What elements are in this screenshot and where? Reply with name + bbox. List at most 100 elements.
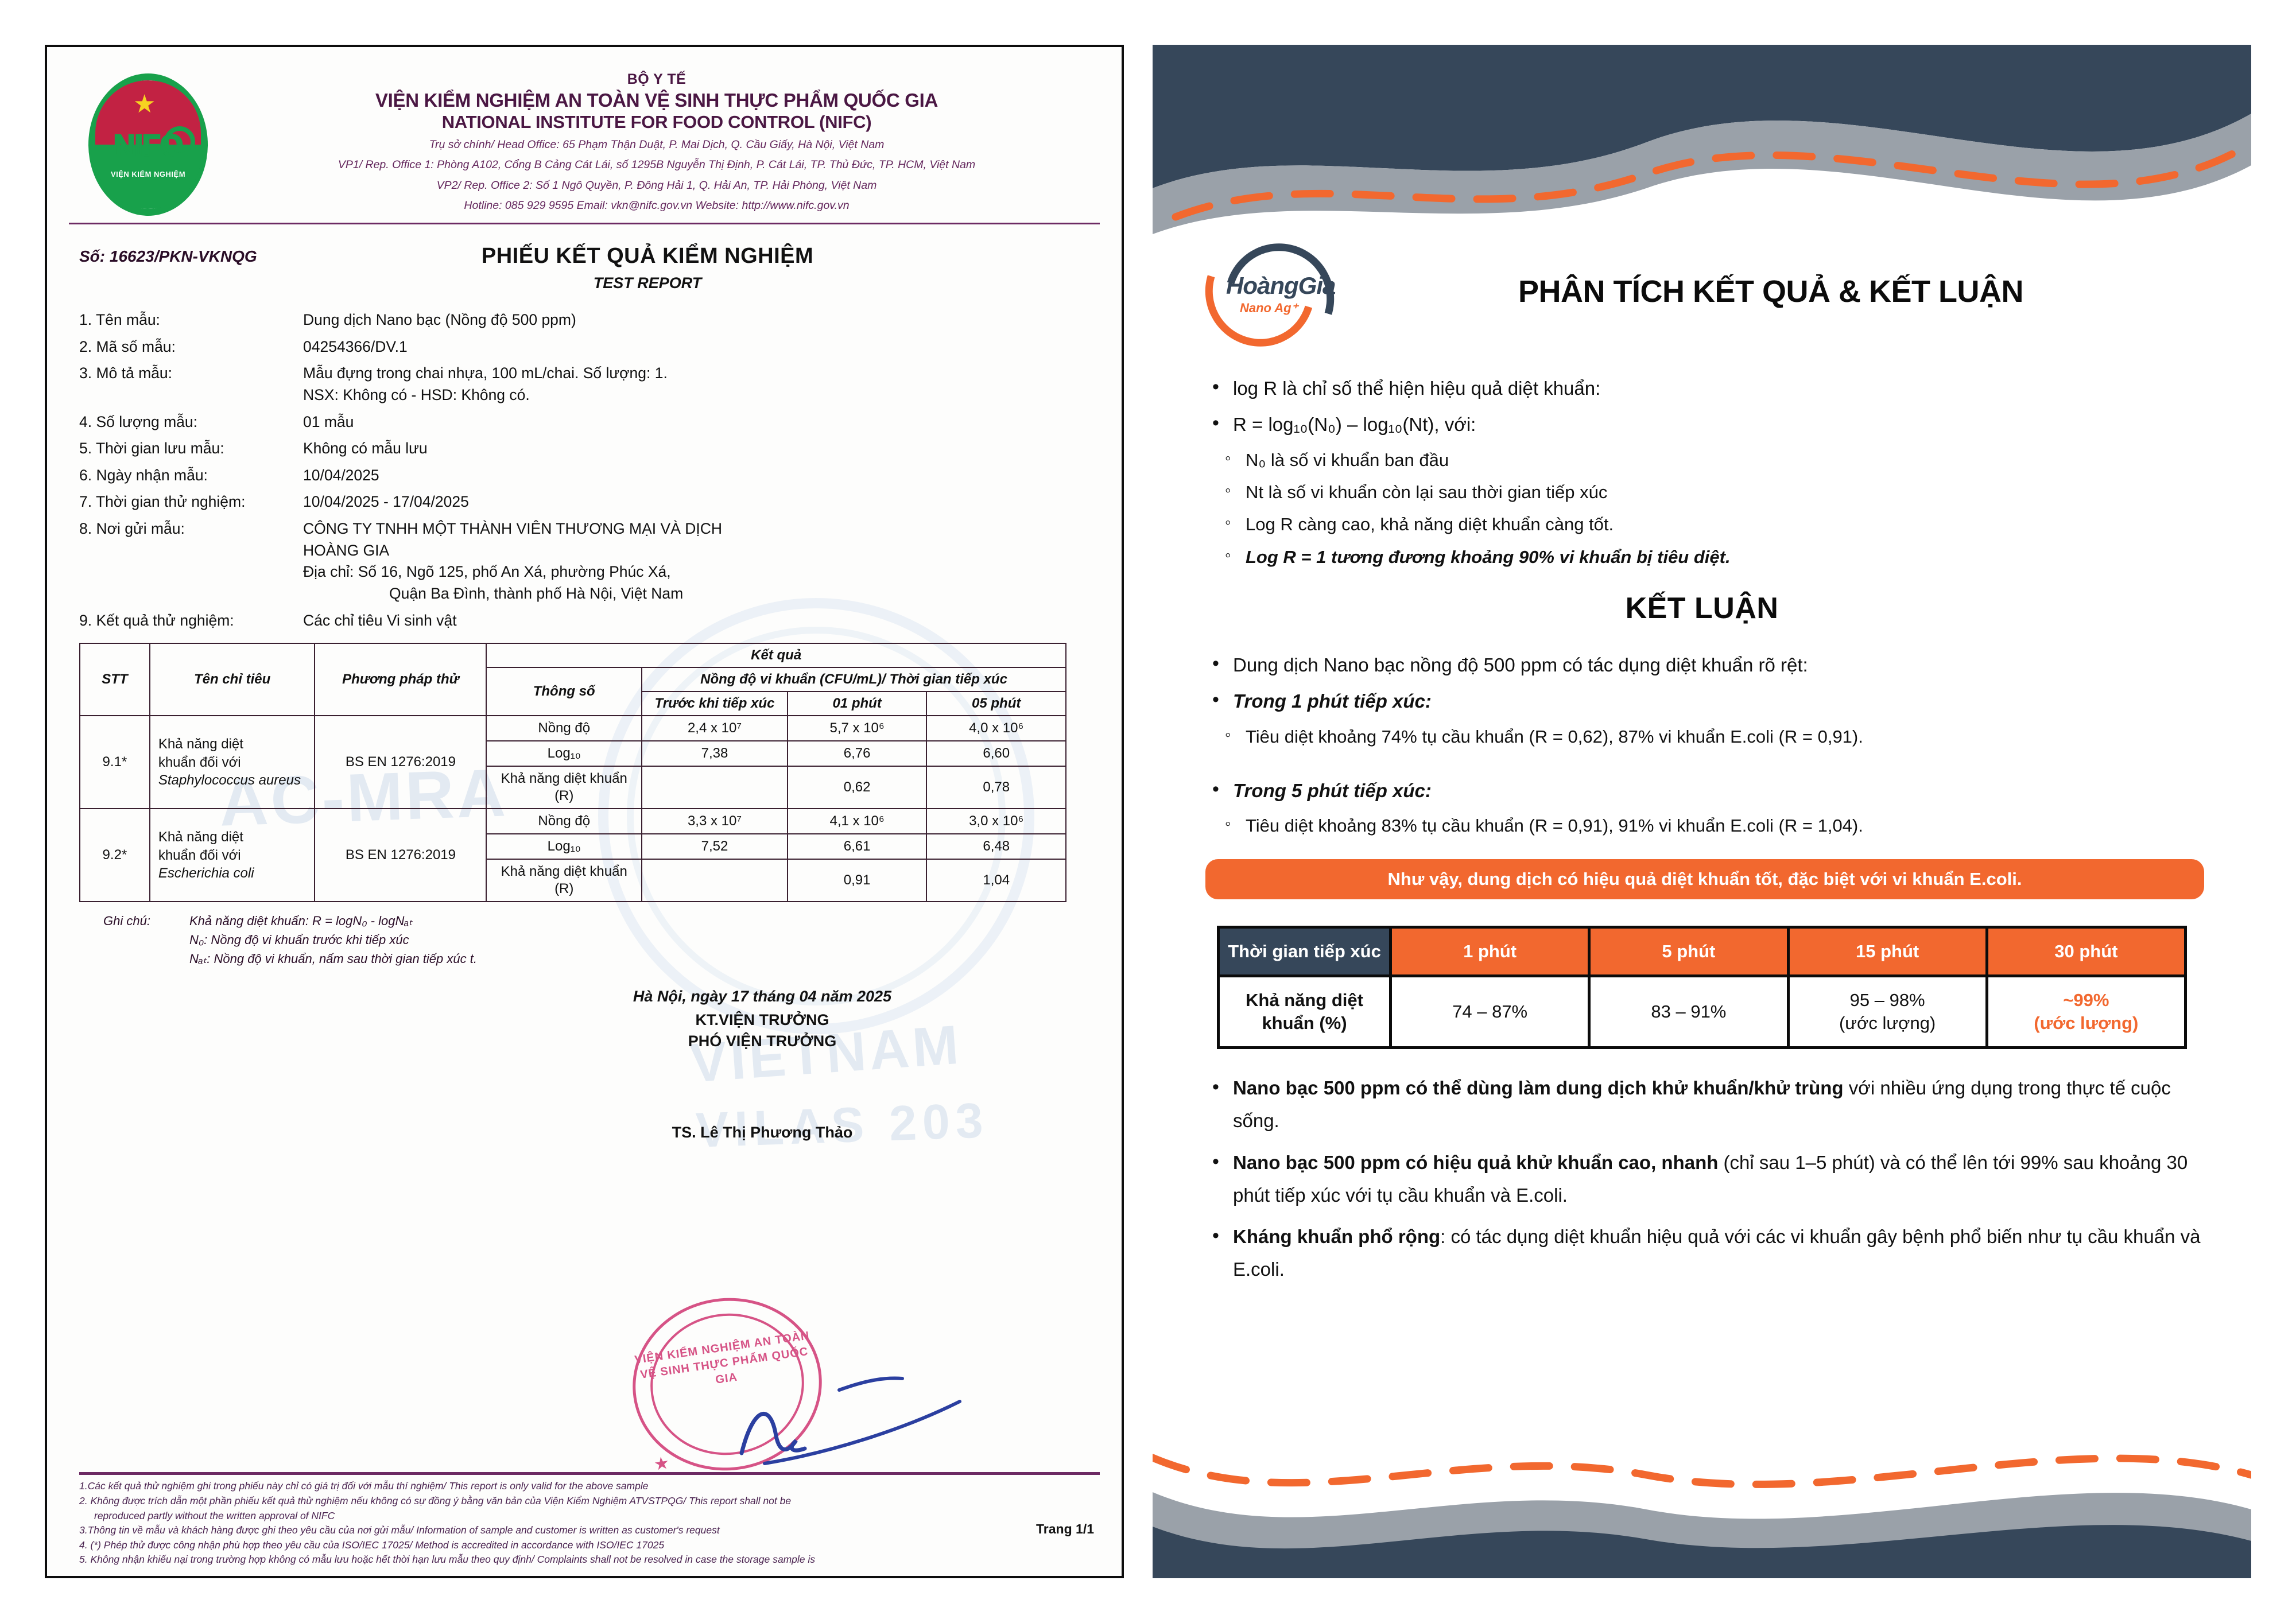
brand-name: HoàngGia xyxy=(1226,272,1336,299)
cell-before xyxy=(641,766,788,810)
th-5min: 5 phút xyxy=(1588,925,1790,977)
cell-before: 3,3 x 10⁷ xyxy=(641,808,788,835)
cell-5min: 0,78 xyxy=(926,766,1066,810)
page-number: Trang 1/1 xyxy=(1036,1521,1094,1536)
cell-5min: 4,0 x 10⁶ xyxy=(926,715,1066,742)
list-item: Nt là số vi khuẩn còn lại sau thời gian … xyxy=(1221,477,2221,507)
cell-5min: 3,0 x 10⁶ xyxy=(926,808,1066,835)
report-notes: Ghi chú: Khả năng diệt khuẩn: R = logN₀ … xyxy=(103,914,477,966)
header-divider xyxy=(69,223,1100,224)
cell-param: Khả năng diệt khuẩn (R) xyxy=(486,766,643,810)
th-30min: 30 phút xyxy=(1985,925,2188,977)
address-head-office: Trụ sở chính/ Head Office: 65 Phạm Thận … xyxy=(429,138,885,151)
sample-info-list: 1. Tên mẫu: Dung dịch Nano bạc (Nồng độ … xyxy=(69,309,1100,631)
cell-before: 2,4 x 10⁷ xyxy=(641,715,788,742)
cell-before xyxy=(641,859,788,903)
info-row-9: 9. Kết quả thử nghiệm: Các chỉ tiêu Vi s… xyxy=(79,611,457,629)
intro-bullet-list: log R là chỉ số thể hiện hiệu quả diệt k… xyxy=(1182,371,2221,440)
footer-note-2b: reproduced partly without the written ap… xyxy=(94,1509,335,1521)
institute-name-vn: VIỆN KIỂM NGHIỆM AN TOÀN VỆ SINH THỰC PH… xyxy=(375,90,938,111)
cell-param: Nồng độ xyxy=(486,808,643,835)
table-row: 9.1* Khả năng diệt khuẩn đối với Staphyl… xyxy=(79,715,1066,810)
list-item: Tiêu diệt khoảng 74% tụ cầu khuẩn (R = 0… xyxy=(1221,721,2221,751)
table-row: Khả năng diệt khuẩn (R) 0,62 0,78 xyxy=(80,766,1066,810)
th-indicator: Tên chỉ tiêu xyxy=(149,643,316,717)
cell-param: Nồng độ xyxy=(486,715,643,742)
info-row-3: 3. Mô tả mẫu: Mẫu đựng trong chai nhựa, … xyxy=(79,364,668,403)
info-row-4: 4. Số lượng mẫu: 01 mẫu xyxy=(79,413,354,430)
cell-1min: 6,76 xyxy=(786,740,928,767)
th-method: Phương pháp thử xyxy=(314,643,487,717)
cell-indicator: Khả năng diệt khuẩn đối với Escherichia … xyxy=(149,808,316,903)
table-header-row-2: Thông số Nồng độ vi khuẩn (CFU/mL)/ Thời… xyxy=(80,667,1066,717)
contact-line: Hotline: 085 929 9595 Email: vkn@nifc.go… xyxy=(464,199,850,212)
report-number: Số: 16623/PKN-VKNQG xyxy=(79,247,257,265)
list-item: N₀ là số vi khuẩn ban đầu xyxy=(1221,445,2221,475)
cell-30min: ~99% (ước lượng) xyxy=(1985,974,2188,1050)
list-item: Dung dịch Nano bạc nồng độ 500 ppm có tá… xyxy=(1208,648,2221,680)
table-header-row: Thời gian tiếp xúc 1 phút 5 phút 15 phút… xyxy=(1217,925,2188,977)
handwritten-signature-icon xyxy=(730,1367,971,1470)
th-result: Kết quả xyxy=(486,643,1066,669)
table-row: Log₁₀ 7,38 6,76 6,60 xyxy=(80,740,1066,767)
table-header-row-3: Trước khi tiếp xúc 01 phút 05 phút xyxy=(80,691,1066,717)
footer-note-1: 1.Các kết quả thử nghiệm ghi trong phiếu… xyxy=(79,1480,649,1492)
conclusion-5min-list: Trong 5 phút tiếp xúc: xyxy=(1182,774,2221,806)
lab-report-page: AC-MRA VIETNAM VILAS 203 ★ NIFO VIỆN KIỂ… xyxy=(45,45,1124,1578)
analysis-slide-page: HoàngGia Nano Ag⁺ PHÂN TÍCH KẾT QUẢ & KẾ… xyxy=(1153,45,2251,1578)
info-row-7: 7. Thời gian thử nghiệm: 10/04/2025 - 17… xyxy=(79,493,469,511)
list-item: Kháng khuẩn phổ rộng: có tác dụng diệt k… xyxy=(1208,1219,2221,1286)
th-contact-time: Thời gian tiếp xúc xyxy=(1217,925,1392,977)
th-15min: 15 phút xyxy=(1786,925,1988,977)
list-item: Tiêu diệt khoảng 83% tụ cầu khuẩn (R = 0… xyxy=(1221,810,2221,840)
cell-1min: 5,7 x 10⁶ xyxy=(786,715,928,742)
conclusion-1min-sub: Tiêu diệt khoảng 74% tụ cầu khuẩn (R = 0… xyxy=(1182,721,2221,751)
signature-date: Hà Nội, ngày 17 tháng 04 năm 2025 xyxy=(633,988,892,1005)
cell-before: 7,52 xyxy=(641,833,788,860)
th-param: Thông số xyxy=(486,667,643,717)
kill-rate-table: Thời gian tiếp xúc 1 phút 5 phút 15 phút… xyxy=(1217,925,2188,1050)
footer-note-5: 5. Không nhận khiếu nại trong trường hợp… xyxy=(79,1554,816,1566)
brand-tagline: Nano Ag⁺ xyxy=(1240,301,1298,315)
top-decoration-graphic xyxy=(1153,45,2251,234)
info-row-5: 5. Thời gian lưu mẫu: Không có mẫu lưu xyxy=(79,440,428,457)
list-item: Log R = 1 tương đương khoảng 90% vi khuẩ… xyxy=(1221,542,2221,572)
bottom-decoration-graphic xyxy=(1153,1454,2251,1578)
slide-title: PHÂN TÍCH KẾT QUẢ & KẾT LUẬN xyxy=(1518,274,2023,309)
cell-5min: 1,04 xyxy=(926,859,1066,903)
highlight-callout: Như vậy, dung dịch có hiệu quả diệt khuẩ… xyxy=(1205,859,2204,899)
signature-block: Hà Nội, ngày 17 tháng 04 năm 2025 KT.VIỆ… xyxy=(69,988,1100,1141)
cell-5min: 6,60 xyxy=(926,740,1066,767)
th-stt: STT xyxy=(79,643,150,717)
info-row-1: 1. Tên mẫu: Dung dịch Nano bạc (Nồng độ … xyxy=(79,311,576,328)
cell-5min: 83 – 91% xyxy=(1588,974,1790,1050)
cell-1min: 6,61 xyxy=(786,833,928,860)
list-item: Log R càng cao, khả năng diệt khuẩn càng… xyxy=(1221,509,2221,539)
table-header-row-1: STT Tên chỉ tiêu Phương pháp thử Kết quả xyxy=(79,643,1066,717)
list-item: Trong 5 phút tiếp xúc: xyxy=(1208,774,2221,806)
cell-1min: 74 – 87% xyxy=(1389,974,1591,1050)
th-1min: 1 phút xyxy=(1389,925,1591,977)
cell-param: Khả năng diệt khuẩn (R) xyxy=(486,859,643,903)
final-bullet-list: Nano bạc 500 ppm có thể dùng làm dung dị… xyxy=(1182,1070,2221,1286)
info-row-2: 2. Mã số mẫu: 04254366/DV.1 xyxy=(79,337,408,355)
footer-note-3: 3.Thông tin về mẫu và khách hàng được gh… xyxy=(79,1524,720,1536)
th-before: Trước khi tiếp xúc xyxy=(641,691,788,717)
institute-name-en: NATIONAL INSTITUTE FOR FOOD CONTROL (NIF… xyxy=(441,112,872,132)
intro-sub-bullet-list: N₀ là số vi khuẩn ban đầu Nt là số vi kh… xyxy=(1182,445,2221,572)
cell-1min: 4,1 x 10⁶ xyxy=(786,808,928,835)
conclusion-heading: KẾT LUẬN xyxy=(1625,591,1779,625)
slide-header: HoàngGia Nano Ag⁺ PHÂN TÍCH KẾT QUẢ & KẾ… xyxy=(1182,217,2221,373)
conclusion-5min-sub: Tiêu diệt khoảng 83% tụ cầu khuẩn (R = 0… xyxy=(1182,810,2221,840)
nifc-logo-sub: VIỆN KIỂM NGHIỆM xyxy=(110,170,186,178)
cell-indicator: Khả năng diệt khuẩn đối với Staphylococc… xyxy=(149,715,316,810)
address-office-2: VP2/ Rep. Office 2: Số 1 Ngô Quyền, P. Đ… xyxy=(436,178,877,192)
row-label-kill-rate: Khả năng diệt khuẩn (%) xyxy=(1217,974,1392,1050)
nifc-logo-icon: ★ NIFO VIỆN KIỂM NGHIỆM xyxy=(84,73,216,217)
list-item: Nano bạc 500 ppm có hiệu quả khử khuẩn c… xyxy=(1208,1145,2221,1212)
footer-note-4: 4. (*) Phép thử được công nhận phù hợp t… xyxy=(79,1539,665,1551)
cell-1min: 0,62 xyxy=(786,766,928,810)
ministry-line: BỘ Y TẾ xyxy=(627,71,687,87)
report-title-vn: PHIẾU KẾT QUẢ KIỂM NGHIỆM xyxy=(481,244,814,268)
th-5min: 05 phút xyxy=(926,691,1066,717)
